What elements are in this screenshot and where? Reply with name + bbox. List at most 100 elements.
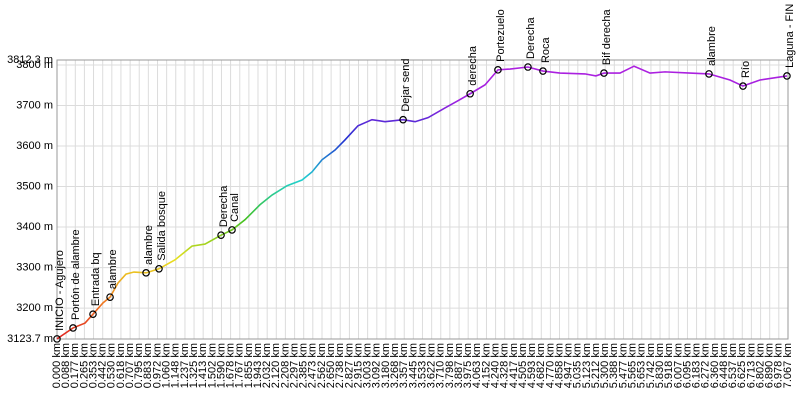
x-tick-label: 6.448 km (718, 343, 730, 388)
x-tick-label: 1.943 km (252, 343, 264, 388)
waypoint-marker (69, 324, 77, 332)
y-tick-label: 3700 m (16, 99, 53, 111)
x-tick-label: 2.650 km (325, 343, 337, 388)
waypoint-label: Portezuelo (495, 9, 507, 62)
waypoint-label: Río (740, 61, 752, 78)
x-tick-label: 1.325 km (188, 343, 200, 388)
waypoint-marker (228, 226, 236, 234)
x-tick-label: 3.622 km (426, 343, 438, 388)
x-tick-label: 4.593 km (526, 343, 538, 388)
y-tick-label: 3123.7 m (7, 333, 53, 345)
x-tick-label: 3.003 km (362, 343, 374, 388)
x-tick-label: 5.212 km (590, 343, 602, 388)
x-tick-label: 0.883 km (142, 343, 154, 388)
waypoint-label: Canal (229, 193, 241, 222)
x-tick-label: 3.180 km (380, 343, 392, 388)
x-tick-label: 6.890 km (764, 343, 776, 388)
waypoint-label: alambre (143, 225, 155, 265)
x-tick-label: 6.272 km (700, 343, 712, 388)
x-tick-label: 2.032 km (261, 343, 273, 388)
waypoint-marker (399, 115, 407, 124)
y-tick-label: 3600 m (16, 140, 53, 152)
elevation-line (56, 65, 788, 340)
waypoint-label: Portón de alambre (70, 229, 82, 320)
x-tick-label: 6.007 km (672, 343, 684, 388)
waypoint-marker (53, 335, 61, 343)
waypoint-label: Salida bosque (156, 191, 168, 261)
waypoint-label: alambre (706, 26, 718, 66)
x-tick-label: 0.972 km (151, 343, 163, 388)
x-tick-label: 2.915 km (352, 343, 364, 388)
waypoint-label: Bif derecha (601, 9, 613, 66)
x-tick-label: 1.678 km (224, 343, 236, 388)
x-tick-label: 2.120 km (270, 343, 282, 388)
waypoint-marker (705, 70, 713, 78)
waypoint-label: Dejar send (400, 58, 412, 111)
x-tick-label: 0.442 km (97, 343, 109, 388)
waypoint-marker (600, 69, 608, 77)
waypoint-marker (217, 231, 225, 239)
waypoint-marker (783, 72, 791, 80)
x-tick-label: 5.742 km (645, 343, 657, 388)
x-tick-label: 6.802 km (754, 343, 766, 388)
x-tick-label: 0.000 km (51, 343, 63, 388)
x-tick-label: 4.240 km (489, 343, 501, 388)
waypoint-marker (106, 293, 114, 301)
x-tick-label: 1.060 km (161, 343, 173, 388)
x-tick-label: 4.152 km (480, 343, 492, 388)
waypoint-label: Derecha (525, 17, 537, 59)
x-tick-label: 1.237 km (179, 343, 191, 388)
waypoint-marker (155, 264, 163, 273)
x-tick-label: 1.590 km (215, 343, 227, 388)
x-tick-label: 4.947 km (563, 343, 575, 388)
x-tick-label: 6.183 km (690, 343, 702, 388)
waypoint-marker (466, 89, 474, 98)
x-tick-label: 3.357 km (398, 343, 410, 388)
x-tick-label: 0.530 km (106, 343, 118, 388)
x-tick-label: 2.208 km (279, 343, 291, 388)
x-tick-label: 3.092 km (371, 343, 383, 388)
x-tick-label: 0.088 km (60, 343, 72, 388)
x-tick-label: 2.297 km (289, 343, 301, 388)
x-tick-label: 2.738 km (334, 343, 346, 388)
x-tick-label: 3.533 km (416, 343, 428, 388)
waypoint-label: alambre (107, 249, 119, 289)
x-tick-label: 5.918 km (663, 343, 675, 388)
x-tick-label: 4.682 km (535, 343, 547, 388)
x-tick-label: 4.858 km (553, 343, 565, 388)
waypoint-marker (89, 310, 97, 318)
plot-frame (56, 59, 789, 340)
x-tick-label: 5.477 km (617, 343, 629, 388)
waypoint-marker (539, 67, 547, 75)
x-tick-label: 3.887 km (453, 343, 465, 388)
y-tick-label: 3300 m (16, 261, 53, 273)
x-tick-label: 4.417 km (508, 343, 520, 388)
x-tick-label: 5.653 km (636, 343, 648, 388)
x-tick-label: 2.473 km (307, 343, 319, 388)
x-tick-label: 4.505 km (517, 343, 529, 388)
x-tick-label: 2.562 km (316, 343, 328, 388)
x-tick-label: 2.827 km (343, 343, 355, 388)
waypoint-marker (524, 63, 532, 71)
x-tick-label: 5.123 km (581, 343, 593, 388)
x-tick-label: 0.177 km (69, 343, 81, 388)
x-tick-label: 3.975 km (462, 343, 474, 388)
x-tick-label: 6.978 km (773, 343, 785, 388)
y-tick-label: 3200 m (16, 302, 53, 314)
x-tick-label: 7.067 km (782, 343, 794, 388)
x-tick-label: 4.063 km (471, 343, 483, 388)
x-tick-label: 0.353 km (87, 343, 99, 388)
y-tick-label: 3812.3 m (7, 54, 53, 66)
waypoint-label: Roca (540, 36, 552, 63)
x-tick-label: 5.035 km (572, 343, 584, 388)
y-tick-label: 3400 m (16, 221, 53, 233)
waypoint-label: Derecha (218, 185, 230, 227)
x-tick-label: 3.710 km (435, 343, 447, 388)
y-tick-label: 3800 m (16, 59, 53, 71)
x-tick-label: 6.095 km (681, 343, 693, 388)
x-tick-label: 1.148 km (170, 343, 182, 388)
x-tick-label: 6.625 km (736, 343, 748, 388)
x-tick-label: 0.618 km (115, 343, 127, 388)
x-tick-label: 0.707 km (124, 343, 136, 388)
